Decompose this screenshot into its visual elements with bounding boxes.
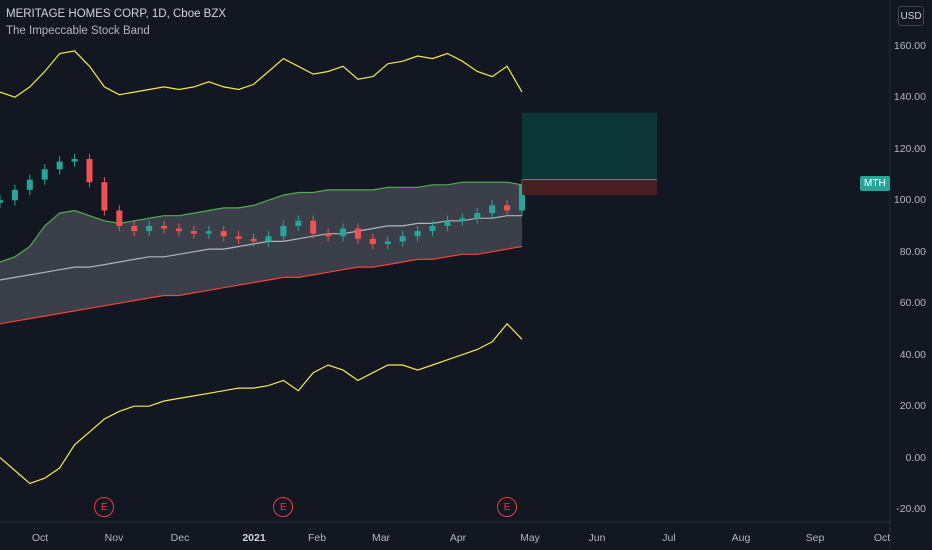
chart-title: MERITAGE HOMES CORP, 1D, Cboe BZX: [6, 8, 227, 20]
series-band-upper: [0, 181, 523, 263]
band-fill: [0, 182, 522, 324]
candle-body: [250, 238, 257, 242]
y-tick-label: 100.00: [893, 194, 926, 207]
currency-button[interactable]: USD: [898, 6, 924, 26]
candle-body: [444, 220, 451, 226]
x-tick-label: Feb: [307, 532, 327, 544]
candle-body: [414, 231, 421, 237]
y-tick-label: 140.00: [893, 91, 926, 104]
x-tick-label: Oct: [873, 532, 891, 544]
candle-body: [474, 213, 481, 219]
candle-body: [41, 169, 48, 180]
candle-body: [489, 205, 496, 214]
candle-body: [86, 159, 93, 183]
candle-body: [235, 236, 242, 239]
y-tick-label: 160.00: [893, 39, 926, 52]
candle-body: [459, 218, 466, 221]
x-tick-label: Aug: [731, 532, 751, 544]
candle-body: [116, 210, 123, 226]
candle-body: [190, 231, 197, 234]
y-tick-label: 40.00: [899, 348, 926, 361]
candle-body: [220, 231, 227, 237]
candle-body: [369, 238, 376, 244]
y-tick-label: 60.00: [899, 297, 926, 310]
candle-body: [429, 225, 436, 232]
earnings-marker[interactable]: E: [94, 497, 115, 517]
x-tick-label: Mar: [371, 532, 391, 544]
x-tick-label: Sep: [805, 532, 825, 544]
stop-zone: [522, 179, 657, 196]
candle-body: [101, 182, 108, 211]
candle-body: [175, 228, 182, 232]
candle-body: [0, 200, 3, 203]
candle-body: [161, 225, 168, 229]
x-tick-label: Jun: [588, 532, 606, 544]
series-outer-lower: [0, 322, 523, 485]
x-tick-label: Jul: [662, 532, 676, 544]
x-tick-label: Nov: [104, 532, 124, 544]
candle-body: [354, 228, 361, 239]
candle-body: [399, 236, 406, 242]
y-tick-label: 20.00: [899, 400, 926, 413]
candle-body: [265, 236, 272, 242]
x-tick-label: May: [520, 532, 540, 544]
candle-body: [504, 205, 511, 211]
target-zone: [522, 112, 657, 180]
y-tick-label: 120.00: [893, 142, 926, 155]
y-tick-label: -20.00: [896, 503, 926, 516]
candle-body: [56, 161, 63, 170]
candle-body: [280, 225, 287, 237]
candle-body: [71, 159, 78, 162]
series-band-lower: [0, 245, 523, 325]
x-tick-label: Oct: [31, 532, 49, 544]
candle-body: [295, 220, 302, 226]
candle-body: [340, 228, 347, 237]
candle-body: [146, 225, 153, 232]
y-tick-label: 0.00: [905, 451, 926, 464]
series-outer-upper: [0, 50, 523, 98]
candle-body: [384, 241, 391, 244]
candle-body: [519, 184, 525, 211]
x-tick-label: Dec: [170, 532, 190, 544]
y-tick-label: 80.00: [899, 245, 926, 258]
ticker-badge: MTH: [860, 176, 890, 191]
earnings-marker[interactable]: E: [497, 497, 518, 517]
candle-body: [205, 231, 212, 234]
candle-body: [325, 233, 332, 237]
x-tick-label: Apr: [449, 532, 467, 544]
x-tick-label: 2021: [242, 532, 266, 544]
series-mid: [0, 215, 522, 281]
indicator-name[interactable]: The Impeccable Stock Band: [6, 25, 150, 37]
candle-body: [131, 225, 138, 232]
candle-body: [26, 179, 33, 190]
earnings-marker[interactable]: E: [273, 497, 294, 517]
candle-body: [11, 189, 18, 201]
candle-body: [310, 220, 317, 234]
